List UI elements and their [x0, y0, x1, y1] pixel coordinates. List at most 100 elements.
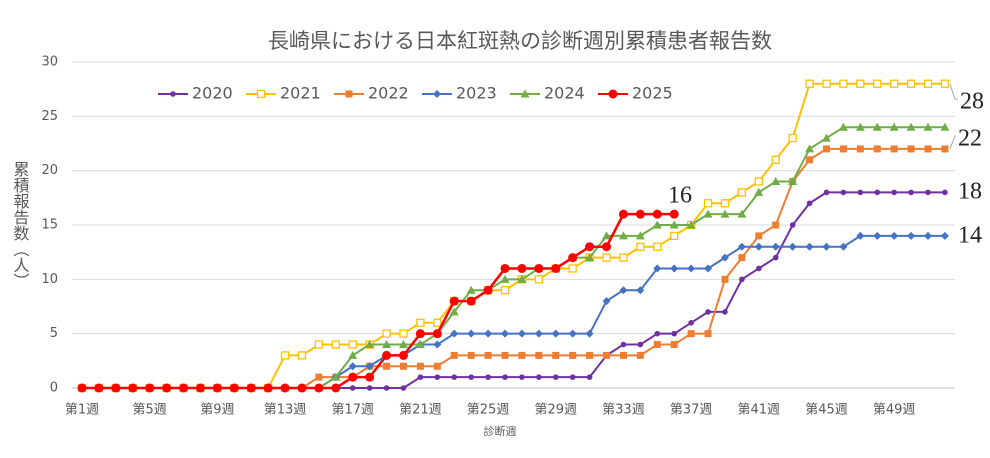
data-point — [500, 286, 510, 295]
data-point — [856, 145, 864, 153]
legend-marker — [433, 90, 441, 98]
data-point — [788, 133, 797, 143]
data-point — [534, 329, 543, 338]
data-point — [145, 383, 155, 393]
data-point — [737, 242, 746, 251]
legend-marker — [345, 90, 353, 98]
data-point — [94, 383, 104, 393]
data-point — [722, 309, 728, 315]
data-point — [754, 177, 763, 186]
data-point — [399, 362, 407, 370]
x-tick-label: 第13週 — [264, 403, 307, 418]
data-point — [586, 374, 593, 380]
data-point — [451, 374, 458, 380]
data-point — [331, 383, 341, 393]
y-tick-label: 10 — [41, 272, 58, 287]
data-point — [618, 231, 628, 240]
legend-label: 2021 — [280, 84, 321, 103]
data-point — [908, 189, 914, 196]
data-point — [467, 351, 475, 359]
data-point — [518, 351, 526, 359]
data-point — [314, 383, 324, 393]
data-point — [874, 189, 881, 196]
data-point — [822, 145, 830, 153]
data-point — [331, 340, 340, 349]
data-point — [552, 351, 560, 359]
data-point — [925, 189, 931, 196]
data-point — [840, 189, 847, 196]
data-point — [705, 309, 711, 315]
data-point — [450, 351, 458, 359]
legend-label: 2024 — [544, 84, 585, 103]
legend-marker — [170, 91, 176, 97]
data-point — [940, 231, 949, 240]
data-point — [739, 276, 745, 283]
data-point — [889, 122, 899, 131]
data-point — [536, 374, 542, 380]
data-point — [823, 189, 830, 196]
data-point — [738, 254, 746, 262]
data-point — [569, 374, 576, 380]
data-point — [772, 221, 780, 229]
data-point — [517, 329, 526, 338]
x-tick-label: 第17週 — [331, 403, 374, 418]
data-point — [383, 385, 390, 391]
data-point — [501, 351, 509, 359]
data-point — [906, 122, 916, 131]
data-point — [805, 79, 814, 88]
data-point — [924, 231, 932, 240]
data-point — [924, 145, 932, 153]
data-point — [365, 340, 375, 349]
data-point — [552, 374, 559, 380]
legend-label: 2022 — [368, 84, 409, 103]
data-point — [805, 242, 814, 251]
data-label: 22 — [958, 126, 982, 152]
data-point — [500, 274, 510, 283]
data-point — [366, 385, 373, 391]
data-point — [906, 79, 916, 88]
data-point — [348, 372, 358, 382]
data-point — [941, 145, 949, 153]
data-point — [535, 351, 543, 359]
data-point — [771, 155, 780, 164]
data-point — [737, 188, 747, 197]
data-point — [500, 263, 510, 273]
data-label: 14 — [958, 223, 982, 249]
data-point — [263, 383, 273, 393]
data-point — [703, 199, 713, 208]
x-tick-label: 第21週 — [399, 403, 442, 418]
legend-marker — [520, 89, 530, 98]
series — [77, 209, 679, 393]
data-point — [669, 209, 679, 219]
data-point — [704, 330, 712, 338]
data-point — [229, 383, 239, 393]
data-point — [635, 209, 645, 219]
data-point — [635, 231, 645, 240]
data-point — [501, 329, 509, 338]
data-point — [788, 242, 797, 251]
data-point — [433, 340, 442, 349]
data-point — [568, 264, 577, 273]
data-point — [466, 296, 476, 306]
data-point — [653, 242, 662, 251]
data-point — [839, 242, 848, 251]
data-point — [416, 362, 424, 370]
data-point — [652, 220, 662, 229]
y-tick-label: 20 — [41, 163, 58, 178]
data-point — [398, 350, 408, 360]
data-point — [280, 351, 290, 360]
data-point — [415, 340, 425, 349]
x-axis-label: 診断週 — [484, 424, 517, 438]
data-point — [636, 242, 645, 251]
data-point — [754, 242, 763, 251]
data-point — [755, 232, 763, 240]
data-point — [822, 242, 831, 251]
data-point — [688, 320, 694, 326]
data-point — [382, 329, 391, 338]
data-point — [720, 209, 730, 218]
chart-title: 長崎県における日本紅斑熱の診断週別累積患者報告数 — [268, 29, 772, 53]
data-point — [502, 374, 508, 380]
y-tick-label: 15 — [41, 218, 58, 233]
data-point — [839, 145, 847, 153]
